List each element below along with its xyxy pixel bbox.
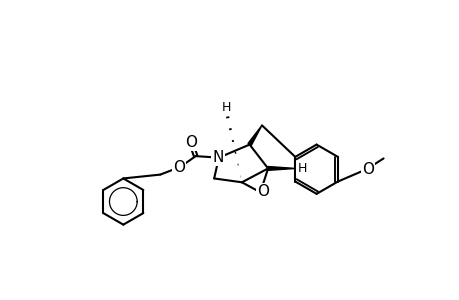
- Text: O: O: [173, 160, 185, 175]
- Text: O: O: [361, 162, 373, 177]
- Text: H: H: [297, 162, 306, 175]
- Polygon shape: [247, 125, 261, 146]
- Polygon shape: [268, 167, 295, 170]
- Text: H: H: [221, 101, 231, 114]
- Text: O: O: [257, 184, 269, 199]
- Text: O: O: [185, 135, 196, 150]
- Text: N: N: [212, 150, 223, 165]
